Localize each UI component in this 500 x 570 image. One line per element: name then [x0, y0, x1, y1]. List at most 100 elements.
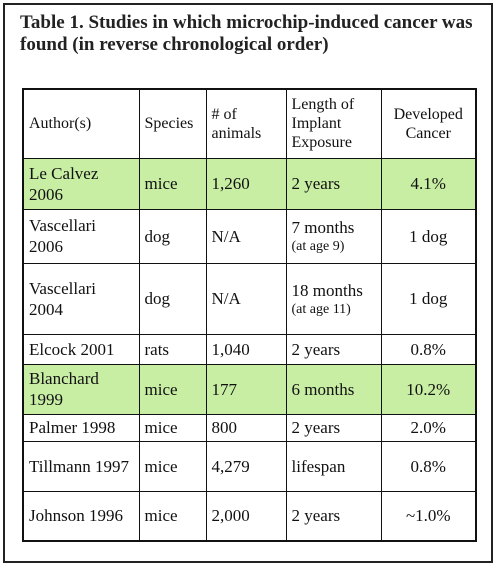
table-row: Vascellari 2004 dog N/A 18 months (at age 11… — [22, 262, 477, 335]
table-row: Vascellari 2006 dog N/A 7 months (at age 9) 1… — [22, 208, 477, 264]
table-cell: 2 years — [285, 490, 382, 542]
cell-text: 2 years — [291, 506, 341, 526]
table-cell: mice — [138, 413, 207, 442]
table-row: Tillmann 1997 mice 4,279 lifespan 0.8% — [22, 440, 477, 492]
cell-text: lifespan — [291, 456, 346, 476]
table-cell: 2.0% — [380, 413, 477, 442]
table-cell: 1 dog — [380, 208, 477, 264]
cell-text: dog — [144, 289, 171, 308]
cell-text: ~1.0% — [405, 506, 451, 526]
cell-text: mice — [144, 174, 178, 193]
table-cell: Johnson 1996 — [22, 490, 140, 542]
cell-text: 18 months — [291, 280, 363, 300]
table-cell: N/A — [205, 262, 287, 335]
header-cell: # of animals — [205, 88, 287, 159]
table-cell: ~1.0% — [380, 490, 477, 542]
table-cell: Palmer 1998 — [22, 413, 140, 442]
cell-text: 0.8% — [410, 339, 446, 359]
table-cell: 1,040 — [205, 333, 287, 365]
table-row: Johnson 1996 mice 2,000 2 years ~1.0% — [22, 490, 477, 542]
table-cell: Blanchard 1999 — [22, 363, 140, 415]
table-cell: 4.1% — [380, 157, 477, 210]
cell-text: mice — [144, 379, 178, 399]
table-cell: N/A — [205, 208, 287, 264]
cell-text: 2 years — [291, 418, 341, 437]
table-row: Blanchard 1999 mice 177 6 months 10.2% — [22, 363, 477, 415]
cell-text: mice — [144, 418, 178, 437]
header-cell: Species — [138, 88, 207, 159]
table-cell: dog — [138, 262, 207, 335]
table-cell: 177 — [205, 363, 287, 415]
cell-text: mice — [144, 506, 178, 526]
cell-text: 1,260 — [211, 174, 250, 193]
cell-text: 2 years — [291, 339, 341, 359]
table-cell: 4,279 — [205, 440, 287, 492]
cell-text: Blanchard 1999 — [29, 369, 99, 409]
table-cell: 7 months (at age 9) — [285, 208, 382, 264]
cell-text: Vascellari 2006 — [29, 216, 97, 256]
table-cell: Vascellari 2006 — [22, 208, 140, 264]
cell-text: 2.0% — [410, 418, 446, 437]
table-cell: 2 years — [285, 157, 382, 210]
header-cell: Developed Cancer — [380, 88, 477, 159]
header-row: Author(s) Species # of animals Length of Im… — [22, 88, 477, 159]
cell-note: (at age 9) — [291, 239, 345, 254]
table-cell: 2 years — [285, 413, 382, 442]
table-cell: 2 years — [285, 333, 382, 365]
cell-text: dog — [144, 226, 171, 246]
table-cell: Vascellari 2004 — [22, 262, 140, 335]
table-cell: dog — [138, 208, 207, 264]
cell-text: 0.8% — [410, 456, 446, 476]
table-cell: rats — [138, 333, 207, 365]
table-cell: 1,260 — [205, 157, 287, 210]
table-cell: mice — [138, 157, 207, 210]
cell-text: 177 — [211, 379, 238, 399]
table-cell: Le Calvez 2006 — [22, 157, 140, 210]
cell-text: 2,000 — [211, 506, 250, 526]
table-cell: 2,000 — [205, 490, 287, 542]
cell-text: Palmer 1998 — [29, 418, 116, 437]
table-title: Table 1. Studies in which microchip-indu… — [20, 12, 473, 55]
table-cell: Elcock 2001 — [22, 333, 140, 365]
cell-text: 10.2% — [406, 379, 451, 399]
header-cell: Author(s) — [22, 88, 140, 159]
cell-text: mice — [144, 456, 178, 476]
table-row: Palmer 1998 mice 800 2 years 2.0% — [22, 413, 477, 442]
table-cell: 0.8% — [380, 333, 477, 365]
table-cell: lifespan — [285, 440, 382, 492]
table-cell: 6 months — [285, 363, 382, 415]
table-row: Elcock 2001 rats 1,040 2 years 0.8% — [22, 333, 477, 365]
cell-text: 7 months — [291, 218, 355, 237]
cell-text: Tillmann 1997 — [29, 456, 129, 476]
cell-text: 2 years — [291, 174, 341, 193]
cell-text: 6 months — [291, 379, 355, 399]
cell-text: Elcock 2001 — [29, 339, 115, 359]
cell-note: (at age 11) — [291, 301, 351, 317]
cell-text: 4.1% — [410, 174, 446, 193]
cell-text: 4,279 — [211, 456, 250, 476]
cell-text: N/A — [211, 289, 241, 308]
cell-text: Le Calvez 2006 — [29, 163, 99, 204]
header-cell: Length of Implant Exposure — [285, 88, 382, 159]
table-cell: 18 months (at age 11) — [285, 262, 382, 335]
cell-text: 1 dog — [409, 226, 448, 246]
table: Author(s) Species # of animals Length of Im… — [22, 88, 477, 542]
cell-text: Vascellari 2004 — [29, 278, 97, 319]
cell-text: 800 — [211, 418, 238, 437]
table-cell: mice — [138, 490, 207, 542]
table-cell: 800 — [205, 413, 287, 442]
table-cell: 10.2% — [380, 363, 477, 415]
cell-text: rats — [144, 339, 170, 359]
table-row: Le Calvez 2006 mice 1,260 2 years 4.1% — [22, 157, 477, 210]
table-cell: 1 dog — [380, 262, 477, 335]
frame — [3, 3, 493, 563]
table-cell: Tillmann 1997 — [22, 440, 140, 492]
table-body: Le Calvez 2006 mice 1,260 2 years 4.1% Vascel… — [22, 157, 477, 542]
table-cell: 0.8% — [380, 440, 477, 492]
cell-text: 1 dog — [409, 289, 448, 308]
cell-text: Johnson 1996 — [29, 506, 123, 526]
table-cell: mice — [138, 363, 207, 415]
cell-text: 1,040 — [211, 339, 250, 359]
table-cell: mice — [138, 440, 207, 492]
